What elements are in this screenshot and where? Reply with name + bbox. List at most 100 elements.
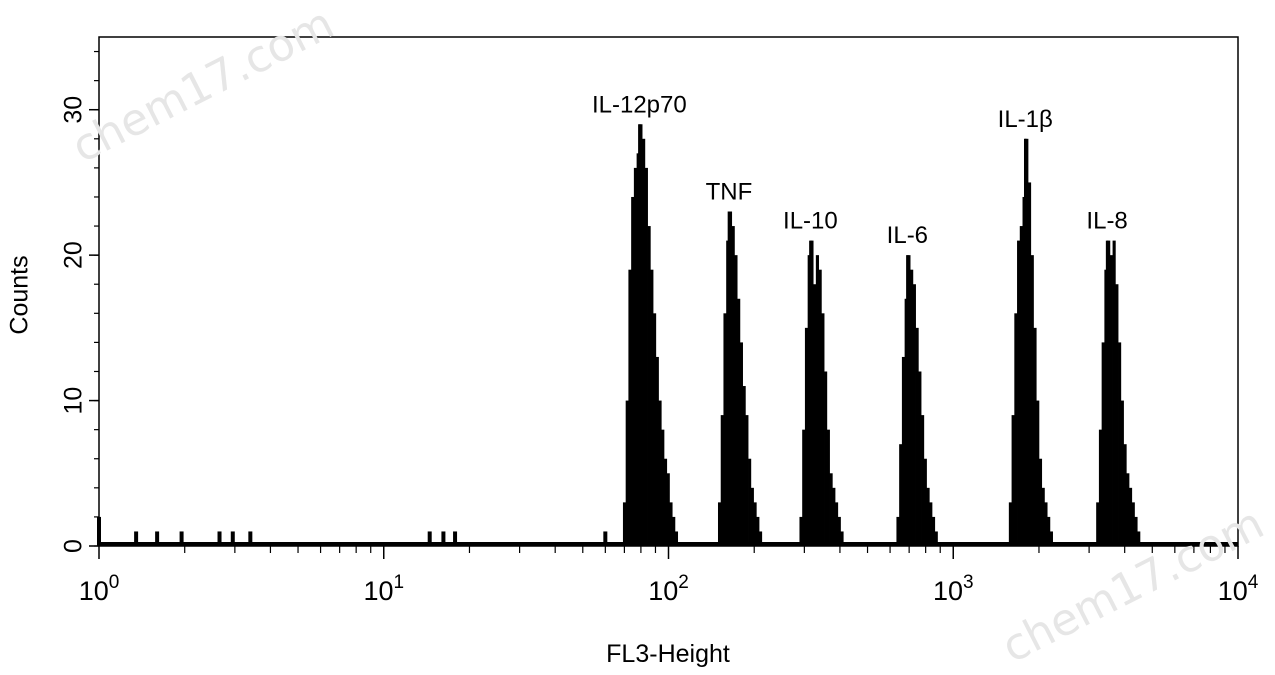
histogram-bin <box>1137 531 1141 546</box>
histogram-bin <box>1123 444 1127 546</box>
histogram-bin <box>642 138 646 547</box>
histogram-bin <box>1011 415 1015 546</box>
x-tick-label: 102 <box>648 572 689 606</box>
histogram-bin <box>647 226 651 546</box>
histogram-bin <box>926 487 930 546</box>
x-axis-label: FL3-Height <box>606 640 730 668</box>
histogram-bin <box>1008 502 1012 546</box>
low-event-bar <box>217 531 222 546</box>
histogram-bin <box>622 502 627 546</box>
y-tick-label: 10 <box>60 387 88 415</box>
histogram-bin <box>1118 342 1122 546</box>
histogram-bin <box>661 429 665 546</box>
y-tick-label: 20 <box>60 241 88 269</box>
histogram-bin <box>802 429 806 546</box>
x-tick-label: 104 <box>1218 572 1259 606</box>
histogram-bin <box>1044 502 1048 546</box>
histogram-bin <box>658 400 662 546</box>
histogram-bin <box>804 327 809 546</box>
histogram-bin <box>907 255 911 546</box>
histogram-bin <box>723 313 727 546</box>
histogram-bin <box>826 429 830 546</box>
histogram-bin <box>750 487 754 546</box>
histogram-bin <box>737 298 741 546</box>
histogram-bin <box>669 502 673 546</box>
histogram-bin <box>650 269 654 546</box>
histogram-bin <box>901 356 906 546</box>
histogram-bin <box>633 167 638 546</box>
histogram-bin <box>742 386 746 546</box>
histogram-bin <box>821 313 825 546</box>
histogram-bin <box>674 531 679 546</box>
y-axis-label: Counts <box>5 255 34 335</box>
low-event-bar <box>155 531 160 546</box>
peak-label: IL-12p70 <box>592 91 687 118</box>
histogram-bin <box>1120 400 1124 546</box>
histogram-bin <box>1134 516 1138 546</box>
x-tick-label: 100 <box>79 572 120 606</box>
peak-label: IL-6 <box>887 222 928 249</box>
peak-label: TNF <box>706 179 753 206</box>
histogram-bin <box>653 313 657 546</box>
histogram-bin <box>829 473 833 546</box>
histogram-bin <box>1098 429 1103 546</box>
histogram-bin <box>745 415 749 546</box>
histogram-bin <box>644 167 648 546</box>
histogram-bin <box>1019 226 1023 546</box>
x-tick-label: 101 <box>363 572 404 606</box>
histogram-bin <box>813 284 817 546</box>
histogram-bin <box>1112 240 1116 546</box>
histogram-bin <box>824 371 828 546</box>
histogram-bin <box>1047 516 1051 546</box>
histogram-bin <box>1017 240 1021 546</box>
low-event-bar <box>179 531 184 546</box>
histogram-bin <box>1030 255 1034 546</box>
histogram-bin <box>631 196 635 546</box>
histogram-bin <box>748 458 752 546</box>
histogram-bin <box>663 458 668 546</box>
histogram-bin <box>835 502 839 546</box>
low-event-bar <box>427 531 432 546</box>
x-tick-exponent: 1 <box>393 572 404 593</box>
histogram-bin <box>934 531 938 546</box>
low-event-bar <box>134 531 139 546</box>
x-tick-exponent: 4 <box>1248 572 1259 593</box>
histogram-bin <box>628 269 632 546</box>
histogram-bin <box>799 516 803 546</box>
histogram-bin <box>1038 458 1043 546</box>
histogram-bin <box>1101 342 1105 546</box>
histogram-bin <box>672 516 676 546</box>
histogram-bin <box>639 124 643 546</box>
histogram-bin <box>837 516 841 546</box>
histogram-bin <box>810 240 814 546</box>
histogram-bin <box>758 531 763 546</box>
histogram-bin <box>1131 502 1135 546</box>
histogram-bin <box>1126 473 1130 546</box>
peak-label: IL-1β <box>998 106 1053 133</box>
histogram-bin <box>840 531 844 546</box>
histogram-bin <box>921 415 925 546</box>
histogram-bin <box>912 284 916 546</box>
histogram-bin <box>923 458 927 546</box>
histogram-bin <box>899 444 903 546</box>
histogram-bin <box>896 516 900 546</box>
y-tick-label: 0 <box>60 539 88 553</box>
x-tick-exponent: 2 <box>678 572 689 593</box>
histogram-bin <box>1014 313 1018 546</box>
peak-label: IL-8 <box>1086 208 1127 235</box>
histogram-bin <box>717 502 722 546</box>
y-axis-label-wrap: Counts <box>2 0 38 590</box>
peak-label: IL-10 <box>783 208 838 235</box>
histogram-bin <box>731 226 735 546</box>
histogram-bin <box>1049 531 1053 546</box>
histogram-bin <box>739 342 743 546</box>
histogram-bin <box>832 487 836 546</box>
histogram-bin <box>1036 400 1040 546</box>
histogram-bin <box>818 269 822 546</box>
histogram-bin <box>910 269 914 546</box>
histogram-bin <box>1096 502 1100 546</box>
histogram-bin <box>915 327 919 546</box>
x-tick-exponent: 0 <box>109 572 120 593</box>
x-tick-exponent: 3 <box>963 572 974 593</box>
